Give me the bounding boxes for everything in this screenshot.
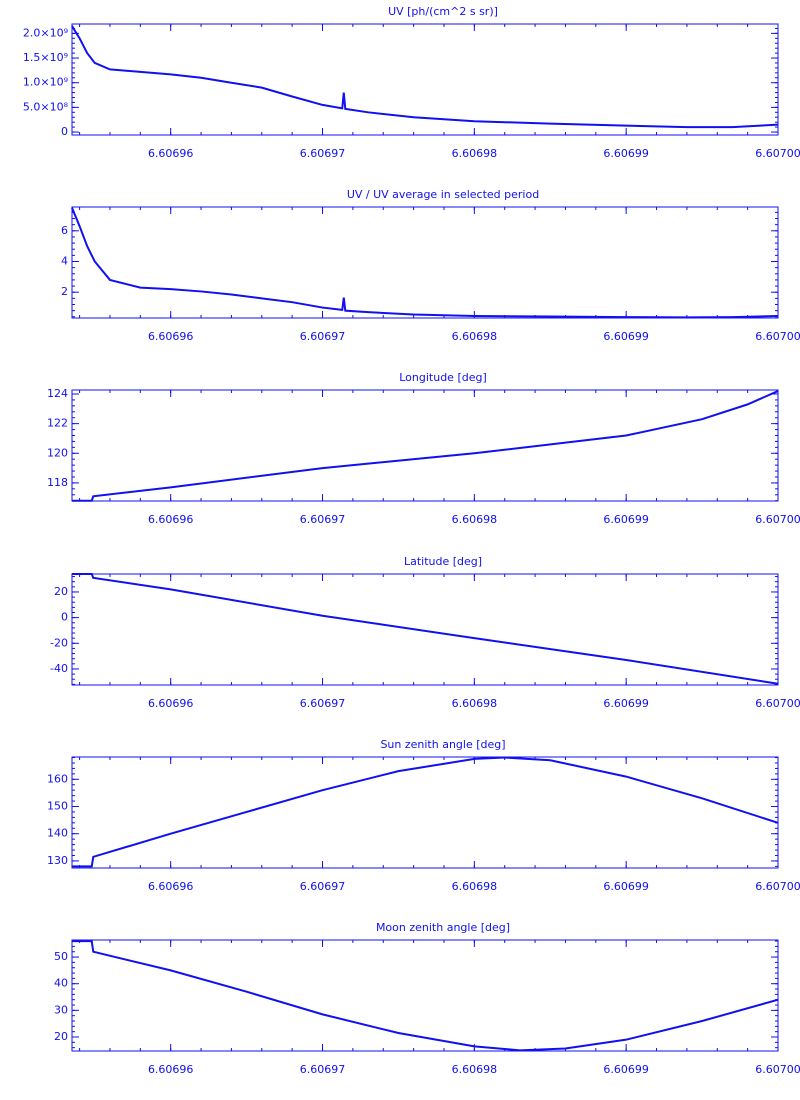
plot-frame	[71, 23, 779, 136]
x-tick-label: 6.60696	[148, 147, 194, 160]
y-tick-label: -20	[50, 636, 68, 649]
x-tick-label: 6.60700	[755, 1063, 800, 1076]
data-line	[72, 390, 779, 502]
y-tick-label: 20	[54, 585, 68, 598]
data-line	[72, 573, 779, 685]
x-tick-label: 6.60699	[603, 1063, 649, 1076]
x-tick-label: 6.60699	[603, 330, 649, 343]
plot-frame	[71, 206, 779, 319]
x-tick-label: 6.60700	[755, 513, 800, 526]
y-tick-label: 124	[47, 387, 68, 400]
x-tick-label: 6.60700	[755, 147, 800, 160]
x-tick-label: 6.60697	[300, 697, 346, 710]
plot-frame	[71, 573, 779, 686]
x-tick-label: 6.60699	[603, 513, 649, 526]
y-tick-label: -40	[50, 662, 68, 675]
chart-title: Moon zenith angle [deg]	[376, 921, 510, 934]
x-tick-label: 6.60696	[148, 513, 194, 526]
x-tick-label: 6.60697	[300, 1063, 346, 1076]
y-tick-label: 2	[61, 285, 68, 298]
data-line	[72, 756, 779, 868]
x-tick-label: 6.60696	[148, 880, 194, 893]
data-line	[71, 207, 779, 319]
y-tick-label: 20	[54, 1030, 68, 1043]
x-tick-label: 6.60700	[755, 697, 800, 710]
chart-title: Longitude [deg]	[399, 371, 487, 384]
chart-title: Sun zenith angle [deg]	[380, 738, 505, 751]
x-tick-label: 6.60698	[452, 1063, 498, 1076]
x-tick-label: 6.60697	[300, 513, 346, 526]
x-tick-label: 6.60696	[148, 1063, 194, 1076]
y-tick-label: 120	[47, 446, 68, 459]
x-tick-label: 6.60696	[148, 330, 194, 343]
y-tick-label: 122	[47, 417, 68, 430]
x-tick-label: 6.60697	[300, 880, 346, 893]
x-tick-label: 6.60699	[603, 880, 649, 893]
y-tick-label: 118	[47, 476, 68, 489]
x-tick-label: 6.60697	[300, 147, 346, 160]
y-tick-label: 160	[47, 772, 68, 785]
plot-frame	[71, 389, 779, 502]
x-tick-label: 6.60696	[148, 697, 194, 710]
chart-title: UV [ph/(cm^2 s sr)]	[388, 5, 498, 18]
y-tick-label: 150	[47, 800, 68, 813]
y-tick-label: 1.5×10⁹	[23, 51, 68, 64]
y-tick-label: 40	[54, 977, 68, 990]
y-tick-label: 0	[61, 125, 68, 138]
y-tick-label: 0	[61, 611, 68, 624]
y-tick-label: 50	[54, 950, 68, 963]
x-tick-label: 6.60699	[603, 147, 649, 160]
x-tick-label: 6.60698	[452, 697, 498, 710]
plot-frame	[71, 939, 779, 1052]
x-tick-label: 6.60699	[603, 697, 649, 710]
x-tick-label: 6.60698	[452, 147, 498, 160]
x-tick-label: 6.60700	[755, 330, 800, 343]
y-tick-label: 2.0×10⁹	[23, 26, 68, 39]
data-line	[71, 25, 779, 129]
y-tick-label: 5.0×10⁸	[23, 100, 69, 113]
y-tick-label: 4	[61, 255, 68, 268]
data-line	[72, 940, 779, 1052]
x-tick-label: 6.60698	[452, 880, 498, 893]
x-tick-label: 6.60700	[755, 880, 800, 893]
y-tick-label: 130	[47, 854, 68, 867]
chart-title: UV / UV average in selected period	[347, 188, 539, 201]
y-tick-label: 30	[54, 1003, 68, 1016]
x-tick-label: 6.60698	[452, 513, 498, 526]
y-tick-label: 140	[47, 827, 68, 840]
x-tick-label: 6.60697	[300, 330, 346, 343]
y-tick-label: 1.0×10⁹	[23, 76, 68, 89]
y-tick-label: 6	[61, 224, 68, 237]
x-tick-label: 6.60698	[452, 330, 498, 343]
plot-frame	[71, 756, 779, 869]
chart-title: Latitude [deg]	[404, 555, 482, 568]
